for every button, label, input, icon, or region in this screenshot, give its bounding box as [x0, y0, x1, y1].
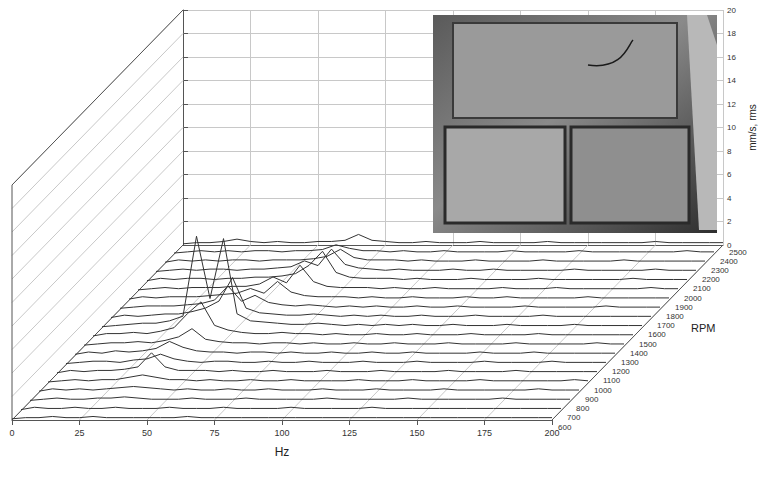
- svg-text:200: 200: [544, 427, 560, 438]
- svg-text:1100: 1100: [603, 376, 621, 385]
- svg-text:800: 800: [576, 404, 590, 413]
- svg-text:1400: 1400: [630, 349, 648, 358]
- svg-text:1300: 1300: [621, 358, 639, 367]
- svg-text:75: 75: [209, 428, 219, 438]
- svg-text:0: 0: [9, 428, 14, 438]
- svg-text:14: 14: [727, 76, 736, 85]
- svg-text:2200: 2200: [702, 275, 720, 284]
- svg-text:2500: 2500: [729, 248, 747, 257]
- svg-text:150: 150: [409, 428, 424, 438]
- svg-text:700: 700: [567, 413, 581, 422]
- svg-text:0: 0: [727, 240, 732, 250]
- svg-text:2400: 2400: [720, 257, 738, 266]
- svg-text:12: 12: [727, 100, 736, 109]
- svg-text:1700: 1700: [657, 321, 675, 330]
- svg-text:1600: 1600: [648, 330, 666, 339]
- svg-text:900: 900: [585, 395, 599, 404]
- svg-text:2: 2: [727, 217, 732, 226]
- svg-text:mm/s, rms: mm/s, rms: [747, 104, 758, 151]
- svg-text:125: 125: [342, 428, 357, 438]
- svg-text:2100: 2100: [693, 284, 711, 293]
- svg-text:1000: 1000: [594, 386, 612, 395]
- svg-text:20: 20: [727, 6, 736, 15]
- svg-text:175: 175: [477, 428, 492, 438]
- svg-text:10: 10: [727, 123, 736, 132]
- svg-text:600: 600: [558, 423, 572, 432]
- svg-text:1500: 1500: [639, 340, 657, 349]
- svg-text:RPM: RPM: [691, 322, 715, 334]
- svg-text:18: 18: [727, 29, 736, 38]
- svg-text:2000: 2000: [684, 294, 702, 303]
- svg-text:6: 6: [727, 170, 732, 179]
- svg-text:1800: 1800: [666, 312, 684, 321]
- svg-text:8: 8: [727, 147, 732, 156]
- svg-text:4: 4: [727, 194, 732, 203]
- svg-text:Hz: Hz: [275, 445, 290, 459]
- svg-text:1200: 1200: [612, 367, 630, 376]
- svg-text:1900: 1900: [675, 303, 693, 312]
- svg-text:2300: 2300: [711, 266, 729, 275]
- svg-text:16: 16: [727, 53, 736, 62]
- svg-text:100: 100: [274, 428, 289, 438]
- svg-text:25: 25: [74, 428, 84, 438]
- svg-text:50: 50: [142, 428, 152, 438]
